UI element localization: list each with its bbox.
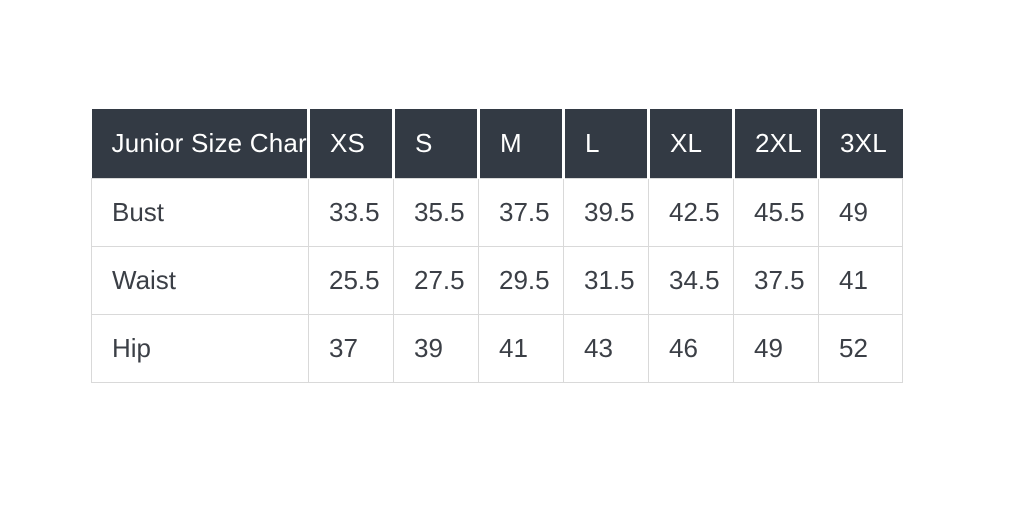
cell-hip-s: 39 bbox=[393, 313, 479, 383]
table-row-bust: Bust 33.5 35.5 37.5 39.5 42.5 45.5 49 bbox=[91, 177, 903, 247]
cell-hip-l: 43 bbox=[563, 313, 649, 383]
cell-waist-2xl: 37.5 bbox=[733, 245, 819, 315]
cell-hip-m: 41 bbox=[478, 313, 564, 383]
cell-bust-xs: 33.5 bbox=[308, 177, 394, 247]
cell-hip-2xl: 49 bbox=[733, 313, 819, 383]
cell-bust-2xl: 45.5 bbox=[733, 177, 819, 247]
column-header-3xl: 3XL bbox=[817, 109, 903, 178]
size-chart-container: Junior Size Chart XS S M L XL 2XL 3XL Bu… bbox=[91, 109, 903, 383]
table-row-hip: Hip 37 39 41 43 46 49 52 bbox=[91, 313, 903, 383]
column-header-l: L bbox=[562, 109, 649, 178]
header-row: Junior Size Chart XS S M L XL 2XL 3XL bbox=[91, 109, 903, 178]
table-row-waist: Waist 25.5 27.5 29.5 31.5 34.5 37.5 41 bbox=[91, 245, 903, 315]
cell-bust-m: 37.5 bbox=[478, 177, 564, 247]
column-header-xs: XS bbox=[307, 109, 394, 178]
row-label-bust: Bust bbox=[91, 177, 309, 247]
row-label-hip: Hip bbox=[91, 313, 309, 383]
table-title-cell: Junior Size Chart bbox=[91, 109, 309, 178]
column-header-s: S bbox=[392, 109, 479, 178]
junior-size-chart-table: Junior Size Chart XS S M L XL 2XL 3XL Bu… bbox=[91, 109, 903, 383]
cell-waist-xs: 25.5 bbox=[308, 245, 394, 315]
cell-bust-l: 39.5 bbox=[563, 177, 649, 247]
row-label-waist: Waist bbox=[91, 245, 309, 315]
cell-waist-l: 31.5 bbox=[563, 245, 649, 315]
cell-bust-xl: 42.5 bbox=[648, 177, 734, 247]
cell-waist-s: 27.5 bbox=[393, 245, 479, 315]
cell-waist-xl: 34.5 bbox=[648, 245, 734, 315]
cell-waist-m: 29.5 bbox=[478, 245, 564, 315]
column-header-2xl: 2XL bbox=[732, 109, 819, 178]
cell-waist-3xl: 41 bbox=[818, 245, 903, 315]
column-header-xl: XL bbox=[647, 109, 734, 178]
column-header-m: M bbox=[477, 109, 564, 178]
cell-hip-xl: 46 bbox=[648, 313, 734, 383]
cell-hip-xs: 37 bbox=[308, 313, 394, 383]
cell-bust-s: 35.5 bbox=[393, 177, 479, 247]
cell-hip-3xl: 52 bbox=[818, 313, 903, 383]
cell-bust-3xl: 49 bbox=[818, 177, 903, 247]
